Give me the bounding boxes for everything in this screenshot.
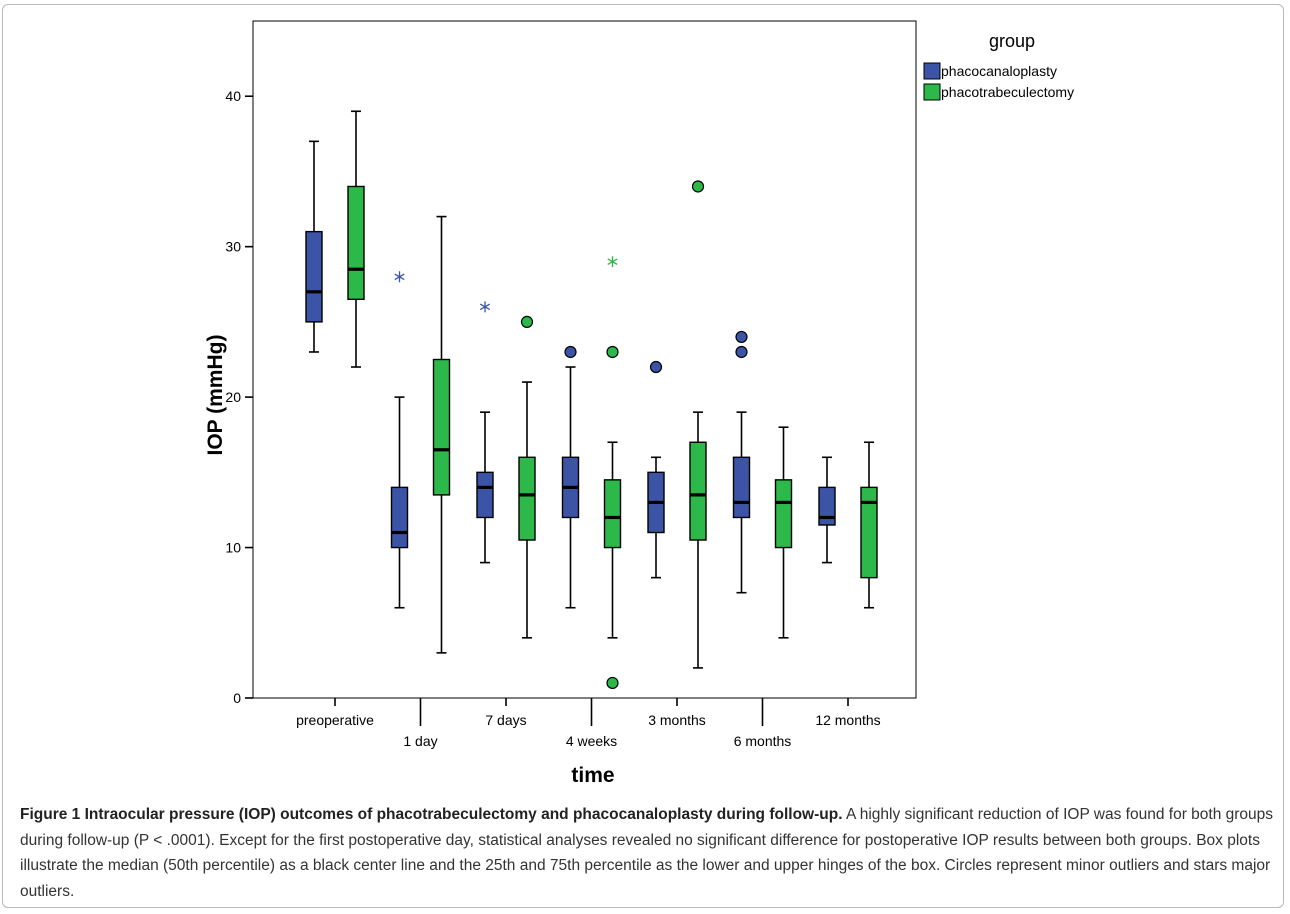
box-iqr bbox=[518, 456, 536, 541]
box-iqr bbox=[390, 486, 409, 549]
figure-caption: Figure 1 Intraocular pressure (IOP) outc… bbox=[20, 802, 1275, 904]
y-tick-label: 30 bbox=[225, 239, 241, 255]
box-iqr bbox=[774, 479, 793, 549]
minor-outlier bbox=[735, 330, 748, 344]
box-plot bbox=[347, 110, 365, 368]
y-axis-label: IOP (mmHg) bbox=[204, 335, 227, 456]
x-tick-label: 3 months bbox=[648, 712, 706, 728]
box-plot bbox=[561, 366, 580, 609]
y-tick-label: 40 bbox=[225, 88, 241, 104]
box-plot bbox=[732, 411, 751, 594]
legend-swatch-phacocanaloplasty bbox=[923, 62, 941, 80]
minor-outlier bbox=[564, 345, 577, 359]
box-plot bbox=[689, 411, 707, 669]
x-tick-label: 7 days bbox=[485, 712, 526, 728]
plot-area bbox=[252, 20, 917, 699]
caption-text: A highly significant reduction of IOP wa… bbox=[20, 806, 1274, 900]
box-plot bbox=[647, 456, 665, 579]
outlier-points bbox=[394, 180, 748, 690]
minor-outlier bbox=[606, 345, 619, 359]
box-plot bbox=[305, 140, 323, 353]
major-outlier bbox=[479, 301, 491, 313]
legend-swatch-phacotrabeculectomy bbox=[923, 83, 941, 101]
minor-outlier bbox=[649, 360, 663, 374]
star-stroke bbox=[394, 273, 405, 281]
y-axis: 0 10 20 30 40 bbox=[225, 88, 253, 706]
caption-title: Figure 1 Intraocular pressure (IOP) outc… bbox=[20, 806, 843, 823]
box-plot bbox=[603, 441, 622, 639]
legend: group phacocanaloplasty phacotrabeculect… bbox=[923, 31, 1074, 101]
box-plot bbox=[774, 426, 793, 639]
x-tick-label: 4 weeks bbox=[566, 733, 617, 749]
box-iqr bbox=[603, 479, 622, 549]
minor-outlier bbox=[520, 315, 534, 328]
y-tick-label: 10 bbox=[225, 540, 241, 556]
box-iqr bbox=[432, 358, 451, 496]
x-tick-label: 1 day bbox=[403, 733, 437, 749]
box-plot bbox=[390, 396, 409, 609]
box-iqr bbox=[689, 441, 707, 541]
y-tick-label: 20 bbox=[225, 389, 241, 405]
plot-frame bbox=[252, 20, 917, 699]
iop-boxplot-chart: 0 10 20 30 40 preoperative 1 day 7 days 4 weeks… bbox=[204, 20, 1074, 787]
major-outlier bbox=[394, 271, 405, 283]
box-iqr bbox=[818, 486, 836, 526]
box-plot bbox=[818, 456, 836, 564]
x-tick-label: preoperative bbox=[296, 712, 374, 728]
minor-outlier bbox=[691, 180, 705, 193]
figure-frame bbox=[2, 4, 1284, 908]
minor-outlier bbox=[735, 345, 748, 359]
box-iqr bbox=[305, 230, 323, 323]
x-tick-label: 6 months bbox=[734, 733, 792, 749]
box-iqr bbox=[732, 456, 751, 519]
box-iqr bbox=[476, 471, 494, 519]
legend-title: group bbox=[989, 31, 1035, 51]
box-plot bbox=[518, 381, 536, 639]
legend-label-phacotrabeculectomy: phacotrabeculectomy bbox=[941, 84, 1074, 100]
box-plot bbox=[476, 411, 494, 564]
major-outlier bbox=[607, 256, 618, 268]
y-tick-label: 0 bbox=[233, 690, 241, 706]
box-plot bbox=[860, 441, 878, 609]
legend-label-phacocanaloplasty: phacocanaloplasty bbox=[941, 63, 1057, 79]
box-plot bbox=[432, 215, 451, 654]
star-stroke bbox=[607, 258, 618, 266]
x-axis-label: time bbox=[571, 764, 614, 787]
minor-outlier bbox=[606, 676, 619, 690]
x-tick-label: 12 months bbox=[815, 712, 880, 728]
box-plots bbox=[305, 110, 878, 669]
star-stroke bbox=[479, 303, 491, 311]
x-axis: preoperative 1 day 7 days 4 weeks 3 months 6 … bbox=[296, 698, 881, 749]
box-iqr bbox=[347, 185, 365, 301]
box-iqr bbox=[860, 486, 878, 579]
